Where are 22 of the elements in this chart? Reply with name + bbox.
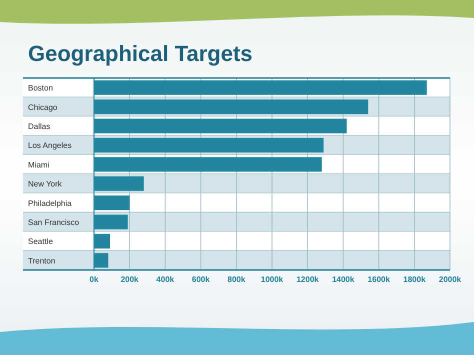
x-tick-label: 600k (192, 275, 210, 284)
y-tick-label: Trenton (28, 256, 56, 266)
x-tick-label: 1200k (296, 275, 320, 284)
x-tick-label: 400k (156, 275, 175, 284)
x-tick-label: 200k (120, 275, 140, 284)
y-tick-label: New York (28, 180, 63, 189)
y-tick-label: Chicago (28, 102, 58, 112)
y-tick-label: Philadelphia (28, 198, 72, 208)
x-tick-label: 2000k (438, 275, 462, 284)
y-tick-label: Seattle (28, 237, 54, 246)
x-tick-label: 800k (228, 275, 246, 284)
x-tick-label: 0k (90, 275, 99, 284)
x-tick-label: 1800k (403, 275, 426, 284)
chart-title: Geographical Targets (28, 41, 253, 66)
y-tick-label: Dallas (28, 122, 50, 131)
y-tick-label: Boston (28, 84, 53, 93)
y-tick-label: Miami (28, 160, 50, 170)
y-tick-label: Los Angeles (28, 141, 72, 150)
x-tick-label: 1400k (332, 275, 355, 284)
x-tick-label: 1000k (260, 275, 284, 284)
y-tick-label: San Francisco (28, 218, 80, 227)
x-tick-label: 1600k (368, 275, 390, 284)
